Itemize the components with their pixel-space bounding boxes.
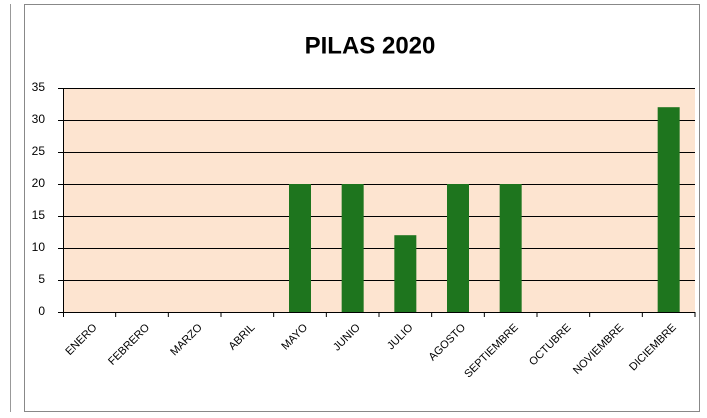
- y-tick-label: 0: [38, 304, 45, 318]
- bar: [447, 184, 469, 312]
- bar: [394, 235, 417, 312]
- bar: [289, 184, 311, 312]
- bar: [657, 107, 680, 312]
- y-tick-label: 20: [32, 176, 46, 190]
- y-tick-label: 35: [32, 80, 46, 94]
- bar: [499, 184, 522, 312]
- y-tick-label: 5: [38, 272, 45, 286]
- y-tick-label: 10: [32, 240, 46, 254]
- y-tick-label: 15: [32, 208, 46, 222]
- y-tick-label: 25: [32, 144, 46, 158]
- plot-area: [63, 88, 695, 312]
- y-tick-label: 30: [32, 112, 46, 126]
- chart-title: PILAS 2020: [305, 32, 436, 59]
- bar: [341, 184, 364, 312]
